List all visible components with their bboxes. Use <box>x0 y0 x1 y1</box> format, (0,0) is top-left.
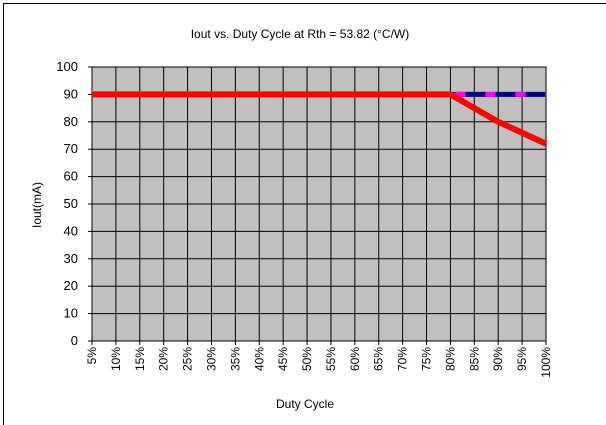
x-tick-label: 95% <box>515 347 529 371</box>
y-axis-title: Iout(mA) <box>30 182 44 228</box>
x-tick-label: 80% <box>443 347 457 371</box>
x-tick-label: 5% <box>85 347 99 365</box>
y-tick-label: 70 <box>64 141 78 156</box>
y-tick-label: 50 <box>64 196 78 211</box>
y-tick-label: 0 <box>71 333 78 348</box>
y-tick-label: 10 <box>64 306 78 321</box>
x-tick-label: 40% <box>252 347 266 371</box>
x-tick-label: 35% <box>228 347 242 371</box>
x-tick-label: 10% <box>109 347 123 371</box>
y-tick-label: 30 <box>64 251 78 266</box>
x-tick-label: 85% <box>467 347 481 371</box>
y-tick-label: 20 <box>64 278 78 293</box>
y-tick-label: 100 <box>56 59 78 74</box>
x-tick-label: 75% <box>420 347 434 371</box>
x-tick-label: 70% <box>396 347 410 371</box>
x-tick-label: 25% <box>181 347 195 371</box>
x-tick-label: 20% <box>157 347 171 371</box>
x-axis-title: Duty Cycle <box>276 397 334 411</box>
y-tick-label: 60 <box>64 169 78 184</box>
x-tick-label: 45% <box>276 347 290 371</box>
x-tick-label: 30% <box>204 347 218 371</box>
x-tick-label: 65% <box>372 347 386 371</box>
y-tick-label: 90 <box>64 86 78 101</box>
x-tick-label: 50% <box>300 347 314 371</box>
series-line <box>92 91 548 147</box>
x-tick-label: 90% <box>491 347 505 371</box>
y-tick-label: 80 <box>64 114 78 129</box>
x-tick-label: 55% <box>324 347 338 371</box>
x-tick-label: 60% <box>348 347 362 371</box>
x-tick-label: 100% <box>539 347 553 378</box>
y-tick-label: 40 <box>64 223 78 238</box>
chart-title: Iout vs. Duty Cycle at Rth = 53.82 (°C/W… <box>191 27 410 41</box>
x-tick-label: 15% <box>133 347 147 371</box>
